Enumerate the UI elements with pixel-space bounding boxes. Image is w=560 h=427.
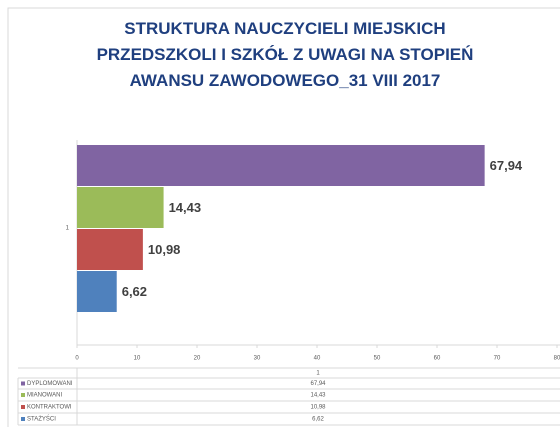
chart-title: STRUKTURA NAUCZYCIELI MIEJSKICH PRZEDSZK…: [96, 19, 474, 90]
x-tick-label: 10: [134, 356, 141, 362]
legend-label: DYPLOMOWANI: [27, 381, 73, 387]
data-label: 6,62: [122, 284, 147, 299]
legend-label: KONTRAKTOWI: [27, 405, 72, 411]
x-tick-label: 20: [194, 356, 201, 362]
data-label: 14,43: [169, 200, 202, 215]
bar: [77, 187, 164, 228]
x-tick-label: 0: [75, 356, 79, 362]
x-tick-label: 30: [254, 356, 261, 362]
bar: [77, 145, 485, 186]
table-value: 14,43: [310, 393, 326, 399]
legend-key: [21, 417, 25, 421]
legend-key: [21, 381, 25, 386]
table-header: 1: [316, 371, 320, 377]
legend-key: [21, 405, 25, 409]
chart-frame: [7, 7, 560, 427]
bar: [77, 271, 117, 312]
table-value: 67,94: [310, 381, 326, 387]
bar: [77, 229, 143, 270]
x-tick-label: 80: [554, 356, 560, 362]
x-tick-label: 60: [434, 356, 441, 362]
x-tick-label: 50: [374, 356, 381, 362]
legend-label: STAŻYŚCI: [27, 415, 56, 423]
y-tick-label: 1: [66, 226, 70, 232]
table-value: 6,62: [312, 417, 324, 423]
legend-key: [21, 393, 25, 397]
legend-label: MIANOWANI: [27, 393, 62, 399]
x-tick-label: 70: [494, 356, 501, 362]
data-label: 10,98: [148, 242, 181, 257]
x-tick-label: 40: [314, 356, 321, 362]
table-value: 10,98: [310, 405, 326, 411]
data-label: 67,94: [490, 158, 523, 173]
